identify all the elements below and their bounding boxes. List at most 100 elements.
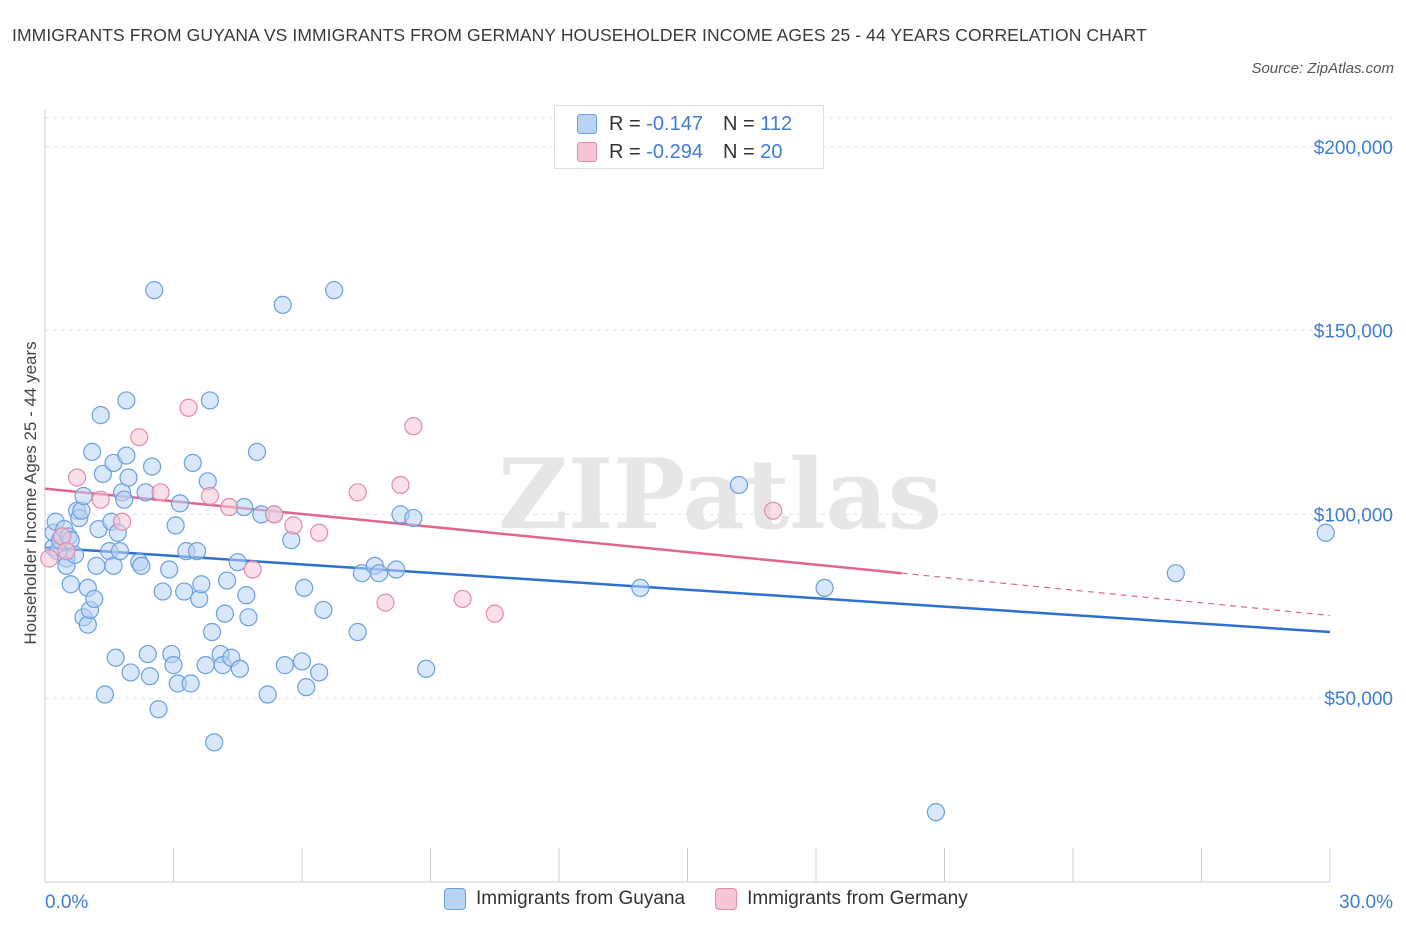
trend-line-germany-extension bbox=[901, 572, 1331, 617]
data-point-guyana bbox=[93, 464, 112, 484]
data-point-guyana bbox=[145, 281, 164, 300]
data-point-guyana bbox=[85, 589, 104, 609]
data-point-germany bbox=[265, 505, 284, 524]
data-point-guyana bbox=[275, 656, 294, 675]
data-point-guyana bbox=[196, 656, 215, 675]
data-point-guyana bbox=[1166, 564, 1185, 583]
data-point-guyana bbox=[292, 652, 312, 671]
data-point-guyana bbox=[200, 391, 220, 410]
legend-label-germany: Immigrants from Germany bbox=[747, 888, 968, 909]
data-point-guyana bbox=[115, 490, 134, 509]
data-point-guyana bbox=[160, 560, 179, 579]
legend-n-label: N = bbox=[722, 112, 761, 135]
data-point-guyana bbox=[273, 295, 292, 314]
data-point-guyana bbox=[121, 663, 140, 682]
watermark: ZIPatlas bbox=[498, 438, 942, 551]
legend-row-guyana: R = -0.147 N = 112 bbox=[577, 110, 792, 138]
legend-n-value: 20 bbox=[760, 140, 783, 163]
y-tick-label: $200,000 bbox=[1314, 138, 1393, 159]
legend-n-value: 112 bbox=[760, 112, 793, 135]
source-label: Source: ZipAtlas.com bbox=[1251, 60, 1394, 77]
x-tick-label-min: 0.0% bbox=[45, 892, 88, 913]
data-point-guyana bbox=[91, 406, 110, 425]
data-point-guyana bbox=[297, 678, 316, 697]
data-point-guyana bbox=[192, 575, 211, 594]
data-point-germany bbox=[91, 490, 110, 509]
legend-swatch-germany bbox=[715, 888, 738, 910]
data-point-germany bbox=[57, 542, 76, 561]
trend-line-guyana bbox=[44, 546, 1331, 634]
chart-title: IMMIGRANTS FROM GUYANA VS IMMIGRANTS FRO… bbox=[12, 25, 1147, 45]
y-tick-label: $100,000 bbox=[1314, 505, 1393, 526]
data-point-guyana bbox=[295, 578, 314, 598]
data-point-germany bbox=[200, 486, 220, 506]
data-point-guyana bbox=[95, 685, 115, 704]
y-tick-label: $150,000 bbox=[1314, 322, 1393, 343]
data-point-germany bbox=[243, 560, 262, 579]
stats-legend: R = -0.147 N = 112 R = -0.294 N = 20 bbox=[554, 105, 824, 169]
legend-swatch-guyana bbox=[577, 114, 597, 134]
data-point-germany bbox=[764, 501, 783, 520]
data-point-germany bbox=[130, 428, 149, 447]
data-point-guyana bbox=[132, 556, 151, 575]
data-point-guyana bbox=[237, 586, 256, 605]
data-point-guyana bbox=[61, 575, 80, 594]
data-point-guyana bbox=[140, 667, 160, 686]
data-point-guyana bbox=[183, 453, 202, 473]
legend-item-germany: Immigrants from Germany bbox=[715, 888, 968, 910]
data-point-guyana bbox=[142, 457, 162, 476]
y-axis-label: Householder Income Ages 25 - 44 years bbox=[21, 341, 40, 644]
data-point-germany bbox=[179, 398, 198, 417]
data-point-germany bbox=[376, 593, 395, 612]
data-point-guyana bbox=[404, 508, 423, 528]
y-tick-labels: $50,000 $100,000 $150,000 $200,000 bbox=[1314, 138, 1393, 710]
data-point-guyana bbox=[119, 468, 138, 487]
data-point-germany bbox=[112, 512, 132, 531]
data-point-guyana bbox=[230, 659, 249, 678]
data-point-guyana bbox=[153, 582, 172, 601]
legend-r-label: R = bbox=[609, 112, 647, 135]
data-point-guyana bbox=[106, 648, 125, 667]
data-point-guyana bbox=[175, 582, 194, 601]
data-point-guyana bbox=[325, 281, 344, 300]
data-point-guyana bbox=[258, 685, 277, 704]
data-point-guyana bbox=[149, 700, 168, 719]
data-point-germany bbox=[485, 604, 504, 623]
data-point-germany bbox=[40, 549, 59, 568]
data-point-guyana bbox=[74, 486, 93, 506]
data-point-guyana bbox=[228, 553, 247, 572]
data-point-guyana bbox=[83, 442, 102, 461]
data-point-guyana bbox=[217, 571, 237, 590]
data-point-guyana bbox=[729, 475, 749, 495]
data-point-germany bbox=[404, 417, 423, 436]
x-tick-label-max: 30.0% bbox=[1339, 892, 1393, 913]
data-point-guyana bbox=[815, 578, 834, 598]
data-point-germany bbox=[220, 497, 239, 517]
legend-swatch-guyana bbox=[444, 888, 466, 910]
data-point-guyana bbox=[310, 663, 329, 682]
data-point-guyana bbox=[164, 656, 183, 675]
data-point-guyana bbox=[166, 516, 185, 535]
data-point-guyana bbox=[117, 391, 136, 410]
data-point-guyana bbox=[370, 564, 389, 583]
series-germany-points bbox=[40, 398, 783, 623]
data-point-germany bbox=[68, 468, 87, 487]
legend-r-value: -0.147 bbox=[646, 112, 703, 135]
series-guyana-points bbox=[44, 281, 1335, 822]
data-point-germany bbox=[348, 483, 367, 502]
legend-r-value: -0.294 bbox=[646, 140, 703, 163]
data-point-germany bbox=[391, 475, 410, 495]
data-point-guyana bbox=[239, 608, 258, 627]
data-point-guyana bbox=[348, 622, 367, 642]
series-legend: Immigrants from Guyana Immigrants from G… bbox=[444, 888, 998, 910]
data-point-guyana bbox=[215, 604, 234, 623]
data-point-germany bbox=[284, 516, 303, 535]
data-point-guyana bbox=[138, 644, 157, 664]
data-point-guyana bbox=[87, 556, 106, 575]
data-point-germany bbox=[310, 523, 329, 542]
data-point-guyana bbox=[170, 494, 190, 513]
data-point-guyana bbox=[314, 600, 333, 620]
data-point-guyana bbox=[631, 578, 650, 598]
legend-item-guyana: Immigrants from Guyana bbox=[444, 888, 685, 910]
